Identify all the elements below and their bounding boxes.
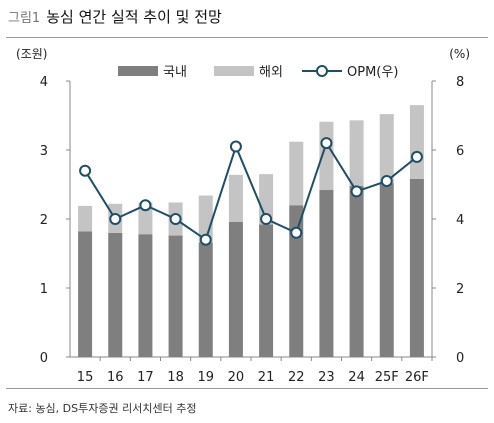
figure-number: 그림1 [8,11,41,26]
bar-domestic [379,183,394,357]
opm-point [139,199,152,212]
left-tick-label: 2 [40,213,48,228]
opm-point [109,213,122,225]
bars [78,105,424,357]
bar-domestic [228,221,243,357]
left-axis-unit: (조원) [16,47,47,61]
opm-point [410,150,423,163]
right-tick-label: 0 [456,351,464,366]
bar-domestic [259,224,274,357]
opm-point [199,233,212,246]
bar-domestic [349,185,364,357]
opm-series [79,137,423,246]
legend-label-domestic: 국내 [163,65,187,80]
x-tick-label: 19 [197,370,214,385]
right-axis-unit: (%) [449,47,470,61]
left-tick-label: 4 [40,75,48,90]
x-tick-label: 20 [228,370,245,385]
x-tick-label: 15 [77,370,94,385]
opm-point [380,175,393,188]
x-tick-label: 25F [375,370,399,385]
x-tick-label: 24 [348,370,365,385]
bottom-rule [6,388,488,389]
right-tick-label: 8 [456,75,464,90]
x-tick-label: 23 [318,370,335,385]
opm-point [229,140,242,153]
bar-domestic [319,190,334,357]
x-tick-label: 17 [137,370,154,385]
bar-overseas [138,202,153,235]
opm-point [260,213,273,225]
source-note: 자료: 농심, DS투자증권 리서치센터 추정 [8,402,197,415]
bar-overseas [289,141,304,206]
bar-domestic [108,232,123,357]
legend-swatch-overseas [214,66,254,76]
opm-point [290,226,303,239]
x-tick-label: 21 [258,370,275,385]
left-tick-label: 1 [40,282,48,297]
top-rule [6,37,488,38]
legend-marker-opm [316,65,328,77]
legend-swatch-domestic [118,66,158,76]
x-tick-label: 16 [107,370,124,385]
opm-point [320,137,333,150]
x-tick-label: 26F [405,370,429,385]
bar-domestic [168,235,183,357]
bar-overseas [349,120,364,186]
bar-overseas [228,174,243,222]
bar-overseas [409,105,424,179]
opm-line [84,140,418,242]
left-tick-label: 3 [40,144,48,159]
legend-label-overseas: 해외 [259,65,283,80]
bar-domestic [409,178,424,357]
opm-point [350,185,363,198]
bar-domestic [78,231,93,357]
bar-domestic [138,234,153,357]
x-tick-label: 18 [167,370,184,385]
bar-overseas [379,114,394,184]
figure-title-text: 농심 연간 실적 추이 및 전망 [46,8,222,26]
opm-point [79,164,92,177]
bar-overseas [78,205,93,232]
bar-domestic [289,205,304,357]
right-tick-label: 2 [456,282,464,297]
opm-point [169,213,182,225]
figure-title: 그림1 농심 연간 실적 추이 및 전망 [8,6,222,27]
legend-label-opm: OPM(우) [347,65,398,80]
bar-domestic [198,242,213,357]
x-tick-label: 22 [288,370,305,385]
legend: 국내 해외 OPM(우) [118,65,398,80]
right-tick-label: 6 [456,144,464,159]
left-tick-label: 0 [40,351,48,366]
right-tick-label: 4 [456,213,464,228]
